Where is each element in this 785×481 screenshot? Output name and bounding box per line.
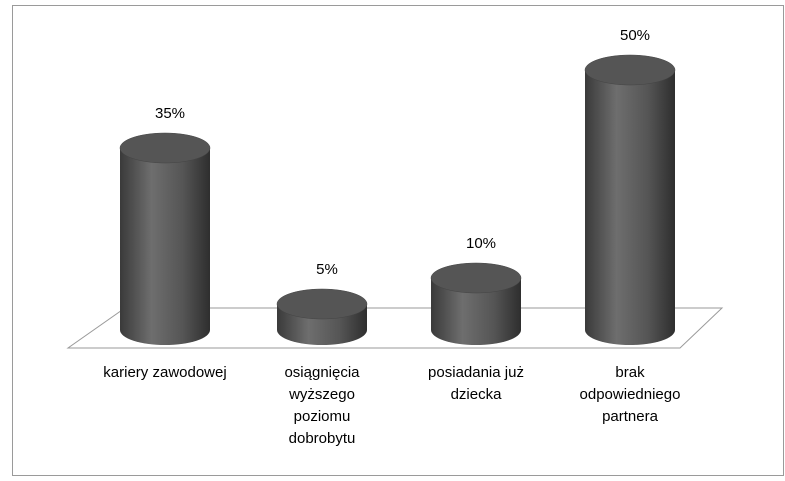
cylinder-top xyxy=(276,288,368,320)
cylinder-body xyxy=(120,148,210,330)
cylinder xyxy=(430,262,522,345)
data-label: 35% xyxy=(155,105,185,122)
cylinder-body xyxy=(585,70,675,330)
x-tick-label: osiągnięcia wyższego poziomu dobrobytu xyxy=(284,364,360,447)
x-tick-label: brak odpowiedniego partnera xyxy=(579,364,681,425)
cylinder-top xyxy=(119,132,211,164)
x-tick-label: posiadania już dziecka xyxy=(428,364,524,403)
cylinder xyxy=(584,54,676,345)
cylinder xyxy=(276,288,368,345)
cylinder-top xyxy=(430,262,522,294)
cylinder-top xyxy=(584,54,676,86)
data-label: 5% xyxy=(316,261,338,278)
x-tick-label: kariery zawodowej xyxy=(103,364,227,381)
data-label: 10% xyxy=(466,235,496,252)
floor xyxy=(66,307,724,349)
cylinder xyxy=(119,132,211,345)
chart-frame xyxy=(12,5,784,476)
data-label: 50% xyxy=(620,27,650,44)
